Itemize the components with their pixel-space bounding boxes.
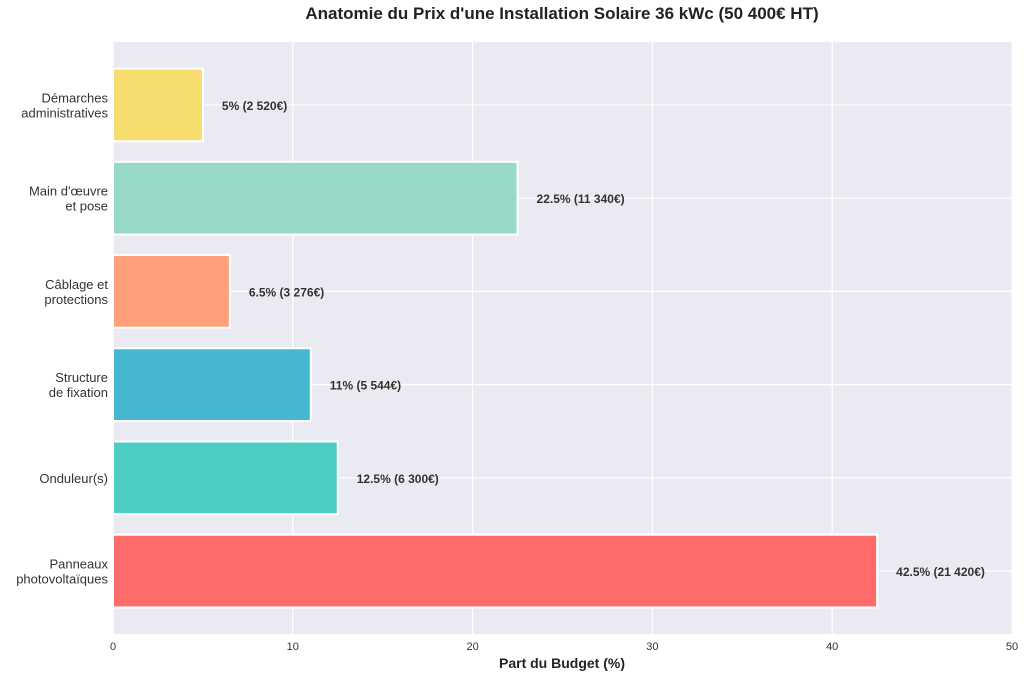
chart-title: Anatomie du Prix d'une Installation Sola… — [305, 4, 818, 23]
y-tick-label-line: Câblage et — [45, 277, 108, 292]
y-tick-label-line: administratives — [21, 105, 108, 120]
bar — [112, 533, 879, 609]
data-label: 5% (2 520€) — [222, 99, 287, 113]
y-tick-label-line: protections — [44, 292, 108, 307]
y-tick-label: Onduleur(s) — [39, 471, 108, 486]
x-tick-label: 50 — [1006, 641, 1018, 653]
y-tick-label-line: Main d'œuvre — [29, 184, 108, 199]
x-tick-label: 30 — [646, 641, 658, 653]
y-tick-label: Structure de fixation — [49, 370, 108, 400]
bar — [112, 160, 519, 236]
x-axis-label: Part du Budget (%) — [499, 655, 625, 671]
data-label: 6.5% (3 276€) — [249, 285, 324, 299]
y-tick-label-line: de fixation — [49, 385, 108, 400]
data-label: 42.5% (21 420€) — [896, 565, 985, 579]
bar — [112, 440, 339, 516]
y-tick-label-line: Panneaux — [49, 557, 108, 572]
bar — [112, 67, 204, 143]
y-tick-label-line: Onduleur(s) — [39, 471, 108, 486]
bar — [112, 347, 312, 422]
data-label: 22.5% (11 340€) — [537, 192, 625, 206]
x-tick-label: 40 — [826, 641, 838, 653]
data-label: 12.5% (6 300€) — [357, 472, 439, 486]
y-tick-label: Panneaux photovoltaïques — [16, 557, 108, 587]
data-label: 11% (5 544€) — [330, 379, 401, 393]
x-tick-label: 0 — [110, 641, 116, 653]
bar — [112, 254, 231, 329]
y-tick-label: Démarches administratives — [21, 90, 108, 120]
y-tick-label: Câblage et protections — [44, 277, 108, 307]
y-tick-label-line: Structure — [55, 370, 108, 385]
y-tick-label-line: photovoltaïques — [16, 572, 108, 587]
x-tick-label: 10 — [287, 641, 299, 653]
y-tick-label-line: Démarches — [42, 90, 109, 105]
y-tick-label-line: et pose — [65, 199, 108, 214]
y-tick-label: Main d'œuvre et pose — [29, 184, 108, 214]
x-tick-label: 20 — [466, 641, 478, 653]
